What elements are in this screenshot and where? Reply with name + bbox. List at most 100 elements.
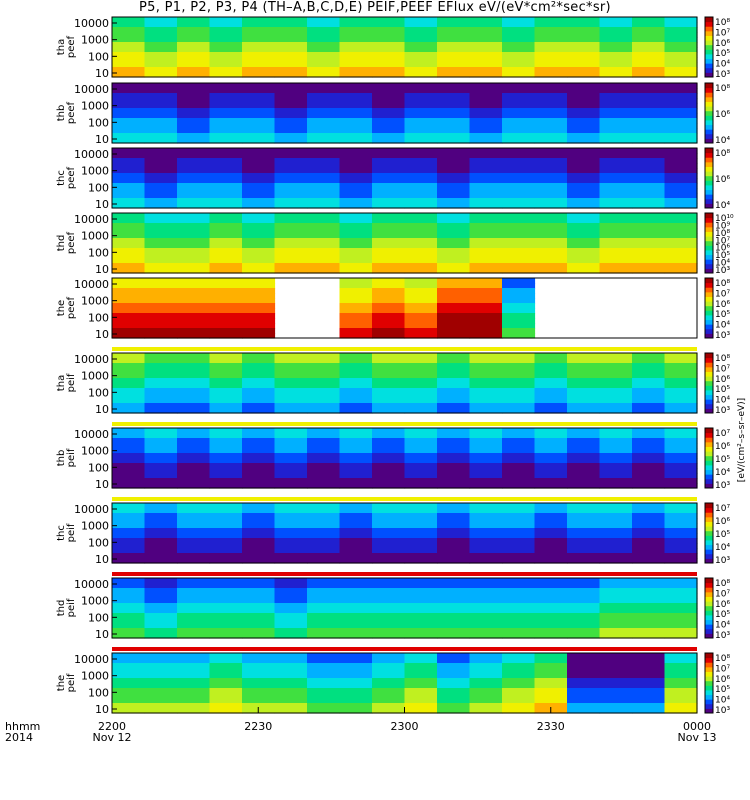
- heatmap-cell: [242, 538, 276, 544]
- heatmap-cell: [112, 258, 146, 264]
- x-row-label: hhmm: [5, 720, 40, 733]
- heatmap-cell: [242, 72, 276, 78]
- heatmap-cell: [307, 238, 341, 244]
- heatmap-cell: [664, 37, 698, 43]
- heatmap-cell: [209, 113, 243, 119]
- heatmap-cell: [339, 313, 373, 319]
- heatmap-cell: [242, 378, 276, 384]
- heatmap-cell: [437, 98, 471, 104]
- heatmap-cell: [567, 258, 601, 264]
- heatmap-cell: [632, 238, 666, 244]
- heatmap-cell: [437, 518, 471, 524]
- heatmap-cell: [404, 318, 438, 324]
- heatmap-cell: [404, 608, 438, 614]
- heatmap-cell: [469, 598, 503, 604]
- heatmap-cell: [177, 688, 211, 694]
- heatmap-cell: [112, 57, 146, 63]
- heatmap-cell: [599, 158, 633, 164]
- heatmap-cell: [632, 368, 666, 374]
- heatmap-cell: [534, 633, 568, 639]
- colorbar-unit: [eV/(cm²–s–sr–eV)]: [737, 398, 747, 482]
- heatmap-cell: [599, 388, 633, 394]
- heatmap-cell: [177, 668, 211, 674]
- heatmap-cell: [404, 168, 438, 174]
- heatmap-cell: [144, 278, 178, 284]
- heatmap-cell: [567, 598, 601, 604]
- heatmap-cell: [404, 198, 438, 204]
- heatmap-cell: [372, 393, 406, 399]
- y-tick-label: 1000: [81, 34, 109, 47]
- heatmap-cell: [112, 683, 146, 689]
- heatmap-cell: [112, 62, 146, 68]
- heatmap-cell: [307, 388, 341, 394]
- heatmap-cell: [502, 278, 536, 284]
- heatmap-cell: [567, 173, 601, 179]
- heatmap-cell: [112, 183, 146, 189]
- heatmap-cell: [307, 708, 341, 714]
- heatmap-cell: [307, 32, 341, 38]
- heatmap-cell: [339, 608, 373, 614]
- heatmap-cell: [534, 32, 568, 38]
- heatmap-cell: [437, 153, 471, 159]
- colorbar-swatch: [705, 58, 713, 64]
- heatmap-cell: [307, 518, 341, 524]
- heatmap-cell: [632, 83, 666, 89]
- heatmap-cell: [372, 188, 406, 194]
- heatmap-cell: [209, 253, 243, 259]
- heatmap-cell: [502, 553, 536, 559]
- colorbar-swatch: [705, 63, 713, 69]
- colorbar-swatch: [705, 455, 713, 461]
- heatmap-cell: [112, 528, 146, 534]
- colorbar-swatch: [705, 671, 713, 677]
- heatmap-cell: [274, 363, 308, 369]
- heatmap-cell: [534, 398, 568, 404]
- heatmap-cell: [339, 708, 373, 714]
- heatmap-cell: [534, 688, 568, 694]
- heatmap-cell: [339, 478, 373, 484]
- heatmap-cell: [144, 123, 178, 129]
- colorbar-tick-label: 10⁸: [715, 149, 730, 159]
- heatmap-cell: [177, 57, 211, 63]
- heatmap-cell: [404, 298, 438, 304]
- colorbar-swatch: [705, 226, 713, 232]
- heatmap-cell: [567, 703, 601, 709]
- colorbar-swatch: [705, 428, 713, 434]
- heatmap-cell: [372, 47, 406, 53]
- heatmap-cell: [599, 98, 633, 104]
- heatmap-cell: [372, 103, 406, 109]
- heatmap-cell: [112, 408, 146, 414]
- heatmap-cell: [599, 223, 633, 229]
- heatmap-cell: [502, 193, 536, 199]
- heatmap-cell: [502, 183, 536, 189]
- heatmap-cell: [242, 27, 276, 33]
- heatmap-cell: [664, 388, 698, 394]
- colorbar-swatch: [705, 446, 713, 452]
- heatmap-cell: [372, 588, 406, 594]
- heatmap-cell: [534, 453, 568, 459]
- heatmap-cell: [372, 583, 406, 589]
- heatmap-cell: [502, 683, 536, 689]
- heatmap-cell: [502, 473, 536, 479]
- heatmap-cell: [307, 698, 341, 704]
- heatmap-cell: [664, 123, 698, 129]
- heatmap-cell: [632, 47, 666, 53]
- heatmap-cell: [567, 678, 601, 684]
- heatmap-cell: [372, 263, 406, 269]
- heatmap-cell: [437, 578, 471, 584]
- heatmap-cell: [534, 518, 568, 524]
- heatmap-cell: [632, 72, 666, 78]
- heatmap-cell: [209, 663, 243, 669]
- heatmap-cell: [664, 168, 698, 174]
- heatmap-cell: [664, 548, 698, 554]
- colorbar-tick-label: 10⁵: [715, 310, 730, 320]
- heatmap-cell: [144, 358, 178, 364]
- heatmap-cell: [144, 398, 178, 404]
- heatmap-cell: [664, 463, 698, 469]
- heatmap-cell: [372, 67, 406, 73]
- heatmap-cell: [469, 698, 503, 704]
- heatmap-cell: [274, 548, 308, 554]
- heatmap-cell: [664, 32, 698, 38]
- heatmap-cell: [437, 353, 471, 359]
- heatmap-cell: [112, 483, 146, 489]
